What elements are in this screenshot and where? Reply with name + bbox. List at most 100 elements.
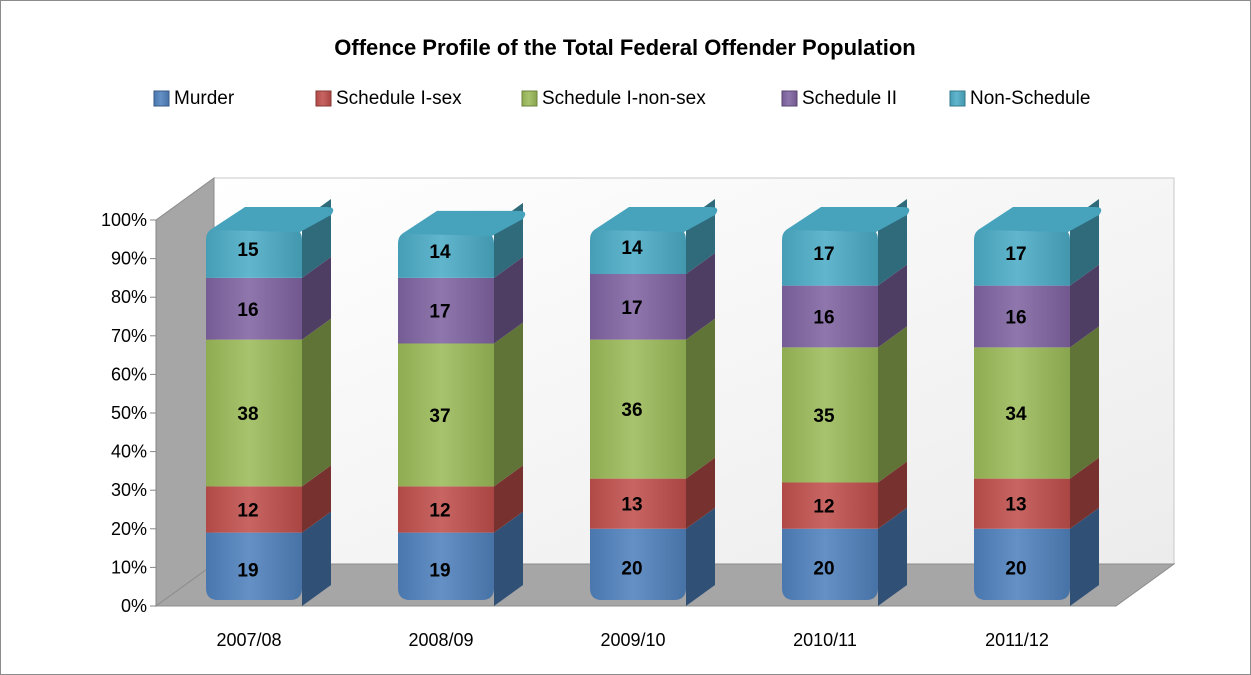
y-tick-label: 90% — [111, 249, 147, 269]
legend-label-murder: Murder — [174, 88, 235, 109]
bar-side — [302, 511, 331, 606]
bar-group-2009-10: 20 13 36 17 14 — [590, 199, 718, 606]
bar-segment-schedule-i-non-sex-2009-10: 36 — [590, 318, 715, 479]
data-label: 17 — [429, 302, 450, 323]
bar-front — [206, 532, 302, 600]
bar-segment-non-schedule-2011-12: 17 — [974, 199, 1102, 286]
bar-front — [782, 285, 878, 348]
bar-segment-schedule-i-sex-2007-08: 12 — [206, 465, 331, 533]
x-tick-label-2008-09: 2008/09 — [408, 630, 473, 650]
y-tick-label: 40% — [111, 442, 147, 462]
bar-front — [398, 277, 494, 344]
data-label: 20 — [621, 558, 642, 579]
legend-label-schedule-i-non-sex: Schedule I-non-sex — [542, 88, 706, 109]
bar-front — [206, 339, 302, 487]
bar-group-2008-09: 19 12 37 17 14 — [398, 202, 526, 606]
bar-front — [398, 486, 494, 533]
y-tick-label: 30% — [111, 480, 147, 500]
chart-title: Offence Profile of the Total Federal Off… — [334, 35, 915, 60]
bar-segment-schedule-ii-2010-11: 16 — [782, 264, 907, 348]
legend-item-schedule-ii: Schedule II — [781, 88, 897, 109]
bar-segment-schedule-ii-2009-10: 17 — [590, 253, 715, 340]
legend-swatch-schedule-ii — [781, 90, 798, 107]
data-label: 14 — [621, 238, 643, 259]
bar-front — [782, 482, 878, 529]
y-tick-label: 0% — [121, 596, 147, 616]
bar-top — [402, 210, 526, 236]
bar-front — [974, 228, 1070, 286]
y-tick-label: 80% — [111, 287, 147, 307]
bar-segment-schedule-i-non-sex-2011-12: 34 — [974, 326, 1099, 479]
bar-group-2010-11: 20 12 35 16 17 — [782, 199, 910, 606]
bar-segment-murder-2007-08: 19 — [206, 511, 331, 606]
data-label: 16 — [1005, 308, 1026, 329]
bar-front — [782, 347, 878, 483]
bar-segment-schedule-i-non-sex-2010-11: 35 — [782, 326, 907, 483]
bar-segment-non-schedule-2010-11: 17 — [782, 199, 910, 286]
bars: 19 12 38 16 15 19 12 37 17 14 20 13 36 17 14 20 12 35 16 17… — [206, 199, 1102, 606]
data-label: 16 — [237, 300, 258, 321]
data-label: 37 — [429, 406, 450, 427]
bar-group-2007-08: 19 12 38 16 15 — [206, 199, 334, 606]
legend-label-schedule-ii: Schedule II — [802, 88, 897, 109]
bar-segment-murder-2009-10: 20 — [590, 507, 715, 606]
bar-side — [878, 264, 907, 348]
bar-side — [494, 322, 523, 487]
bar-side — [878, 461, 907, 529]
bar-segment-schedule-i-non-sex-2007-08: 38 — [206, 318, 331, 487]
bar-segment-schedule-ii-2011-12: 16 — [974, 264, 1099, 348]
y-tick-label: 100% — [101, 210, 147, 230]
legend-swatch-non-schedule — [949, 90, 966, 107]
bar-segment-non-schedule-2009-10: 14 — [590, 199, 718, 275]
y-tick-label: 20% — [111, 519, 147, 539]
bar-side — [1070, 326, 1099, 479]
bar-segment-schedule-i-sex-2011-12: 13 — [974, 457, 1099, 529]
bar-segment-non-schedule-2007-08: 15 — [206, 199, 334, 278]
bar-segment-murder-2010-11: 20 — [782, 507, 907, 606]
data-label: 17 — [813, 244, 834, 265]
bar-side — [1070, 457, 1099, 529]
y-tick-label: 50% — [111, 403, 147, 423]
bar-top — [978, 207, 1102, 232]
legend-swatch-schedule-i-non-sex — [521, 90, 538, 107]
bar-front — [398, 231, 494, 278]
bar-side — [302, 256, 331, 340]
bar-segment-murder-2008-09: 19 — [398, 511, 523, 606]
bar-front — [590, 228, 686, 275]
bar-front — [206, 228, 302, 278]
data-label: 17 — [1005, 244, 1026, 265]
bar-front — [398, 343, 494, 487]
y-tick-label: 60% — [111, 364, 147, 384]
legend-label-schedule-i-sex: Schedule I-sex — [336, 88, 462, 109]
bar-front — [782, 228, 878, 286]
legend-item-non-schedule: Non-Schedule — [949, 88, 1090, 109]
data-label: 38 — [237, 404, 258, 425]
bar-top — [786, 207, 910, 232]
bar-front — [974, 478, 1070, 529]
bar-side — [686, 318, 715, 479]
data-label: 12 — [813, 497, 834, 518]
bar-side — [494, 511, 523, 606]
x-tick-label-2011-12: 2011/12 — [985, 630, 1049, 650]
bar-front — [206, 486, 302, 533]
data-label: 13 — [1005, 495, 1026, 516]
bar-side — [1070, 264, 1099, 348]
bar-segment-schedule-i-non-sex-2008-09: 37 — [398, 322, 523, 487]
data-label: 34 — [1005, 404, 1027, 425]
side-wall — [155, 177, 215, 607]
bar-side — [1070, 507, 1099, 606]
bar-side — [686, 457, 715, 529]
x-tick-label-2007-08: 2007/08 — [216, 630, 281, 650]
legend-swatch-murder — [153, 90, 170, 107]
bar-segment-schedule-i-sex-2009-10: 13 — [590, 457, 715, 529]
bar-top — [594, 207, 718, 232]
data-label: 13 — [621, 495, 642, 516]
data-label: 12 — [429, 501, 450, 522]
x-axis: 2007/08 2008/09 2009/10 2010/11 2011/12 — [216, 630, 1048, 650]
bar-front — [590, 478, 686, 529]
bar-front — [206, 277, 302, 340]
bar-front — [974, 285, 1070, 348]
bar-front — [590, 339, 686, 479]
bar-side — [494, 465, 523, 533]
